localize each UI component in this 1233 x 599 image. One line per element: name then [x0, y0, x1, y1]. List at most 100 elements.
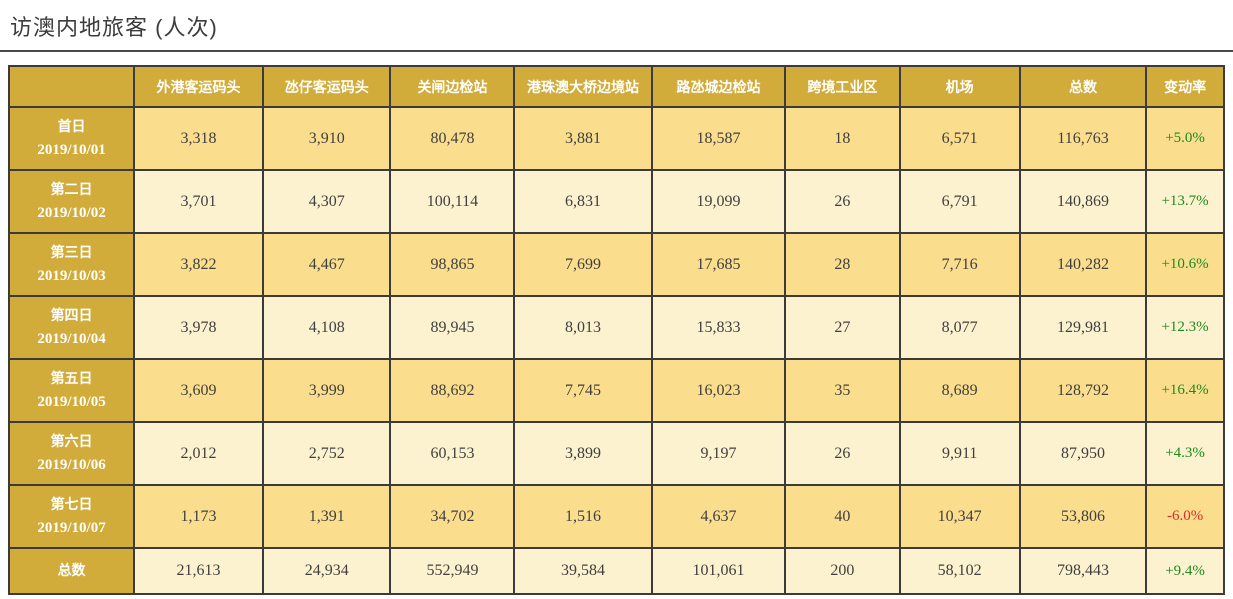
value-cell: 1,173 [133, 484, 264, 549]
change-cell: +16.4% [1145, 358, 1225, 423]
value-cell: 129,981 [1018, 295, 1148, 360]
value-cell: 1,391 [261, 484, 392, 549]
table-row: 首日 2019/10/01 3,318 3,910 80,478 3,881 1… [7, 106, 1225, 171]
table-row: 第二日 2019/10/02 3,701 4,307 100,114 6,831… [7, 169, 1225, 234]
change-cell: +10.6% [1145, 232, 1225, 297]
column-header: 路氹城边检站 [650, 65, 787, 108]
value-cell: 87,950 [1018, 421, 1148, 486]
value-cell: 4,307 [261, 169, 392, 234]
date-label: 2019/10/01 [37, 141, 106, 158]
change-cell: -6.0% [1145, 484, 1225, 549]
row-label-total: 总数 [7, 547, 136, 595]
value-cell: 140,869 [1018, 169, 1148, 234]
change-cell: +5.0% [1145, 106, 1225, 171]
change-cell: +4.3% [1145, 421, 1225, 486]
value-cell: 27 [784, 295, 901, 360]
value-cell: 60,153 [389, 421, 516, 486]
visitors-table: 外港客运码头 氹仔客运码头 关闸边检站 港珠澳大桥边境站 路氹城边检站 跨境工业… [7, 65, 1225, 595]
value-cell: 15,833 [650, 295, 787, 360]
row-label: 首日 2019/10/01 [7, 106, 136, 171]
value-cell: 4,637 [650, 484, 787, 549]
value-cell: 100,114 [389, 169, 516, 234]
date-label: 2019/10/04 [37, 330, 106, 347]
value-cell: 80,478 [389, 106, 516, 171]
value-cell: 18 [784, 106, 901, 171]
table-row: 第五日 2019/10/05 3,609 3,999 88,692 7,745 … [7, 358, 1225, 423]
value-cell: 9,197 [650, 421, 787, 486]
date-label: 2019/10/05 [37, 393, 106, 410]
day-label: 第五日 [50, 369, 93, 386]
value-cell: 88,692 [389, 358, 516, 423]
value-cell: 34,702 [389, 484, 516, 549]
day-label: 第七日 [50, 495, 93, 512]
change-cell: +13.7% [1145, 169, 1225, 234]
value-cell: 1,516 [513, 484, 653, 549]
value-cell: 128,792 [1018, 358, 1148, 423]
value-cell: 19,099 [650, 169, 787, 234]
total-row: 总数 21,613 24,934 552,949 39,584 101,061 … [7, 547, 1225, 595]
value-cell: 6,571 [898, 106, 1021, 171]
table-row: 第三日 2019/10/03 3,822 4,467 98,865 7,699 … [7, 232, 1225, 297]
value-cell: 3,899 [513, 421, 653, 486]
value-cell: 4,108 [261, 295, 392, 360]
value-cell: 4,467 [261, 232, 392, 297]
value-cell: 8,013 [513, 295, 653, 360]
value-cell: 10,347 [898, 484, 1021, 549]
value-cell: 3,822 [133, 232, 264, 297]
value-cell: 200 [784, 547, 901, 595]
corner-cell [7, 65, 136, 108]
day-label: 第二日 [50, 180, 93, 197]
value-cell: 8,077 [898, 295, 1021, 360]
value-cell: 798,443 [1018, 547, 1148, 595]
value-cell: 26 [784, 169, 901, 234]
value-cell: 28 [784, 232, 901, 297]
value-cell: 3,881 [513, 106, 653, 171]
column-header: 变动率 [1145, 65, 1225, 108]
value-cell: 17,685 [650, 232, 787, 297]
date-label: 2019/10/02 [37, 204, 106, 221]
value-cell: 7,716 [898, 232, 1021, 297]
value-cell: 3,318 [133, 106, 264, 171]
row-label: 第七日 2019/10/07 [7, 484, 136, 549]
value-cell: 40 [784, 484, 901, 549]
column-header: 机场 [898, 65, 1021, 108]
column-header: 外港客运码头 [133, 65, 264, 108]
column-header: 氹仔客运码头 [261, 65, 392, 108]
column-header: 总数 [1018, 65, 1148, 108]
value-cell: 3,999 [261, 358, 392, 423]
column-header: 港珠澳大桥边境站 [513, 65, 653, 108]
day-label: 第四日 [50, 306, 93, 323]
title-bar: 访澳内地旅客 (人次) [0, 0, 1233, 52]
value-cell: 53,806 [1018, 484, 1148, 549]
value-cell: 2,012 [133, 421, 264, 486]
value-cell: 7,745 [513, 358, 653, 423]
table-row: 第四日 2019/10/04 3,978 4,108 89,945 8,013 … [7, 295, 1225, 360]
day-label: 第三日 [50, 243, 93, 260]
value-cell: 6,791 [898, 169, 1021, 234]
value-cell: 24,934 [261, 547, 392, 595]
value-cell: 2,752 [261, 421, 392, 486]
value-cell: 3,609 [133, 358, 264, 423]
value-cell: 21,613 [133, 547, 264, 595]
day-label: 首日 [57, 117, 86, 134]
value-cell: 18,587 [650, 106, 787, 171]
value-cell: 35 [784, 358, 901, 423]
value-cell: 7,699 [513, 232, 653, 297]
row-label: 第二日 2019/10/02 [7, 169, 136, 234]
row-label: 第四日 2019/10/04 [7, 295, 136, 360]
header-row: 外港客运码头 氹仔客运码头 关闸边检站 港珠澳大桥边境站 路氹城边检站 跨境工业… [7, 65, 1225, 108]
change-cell: +9.4% [1145, 547, 1225, 595]
value-cell: 101,061 [650, 547, 787, 595]
column-header: 跨境工业区 [784, 65, 901, 108]
table-row: 第六日 2019/10/06 2,012 2,752 60,153 3,899 … [7, 421, 1225, 486]
row-label: 第三日 2019/10/03 [7, 232, 136, 297]
value-cell: 552,949 [389, 547, 516, 595]
value-cell: 3,701 [133, 169, 264, 234]
value-cell: 6,831 [513, 169, 653, 234]
day-label: 第六日 [50, 432, 93, 449]
date-label: 2019/10/03 [37, 267, 106, 284]
date-label: 2019/10/07 [37, 519, 106, 536]
value-cell: 8,689 [898, 358, 1021, 423]
value-cell: 9,911 [898, 421, 1021, 486]
